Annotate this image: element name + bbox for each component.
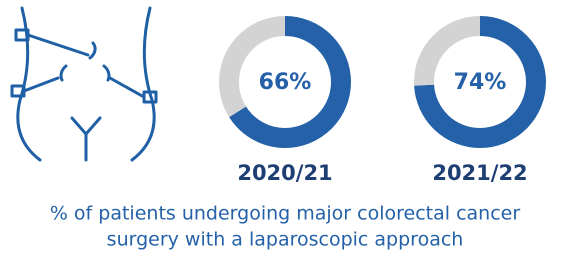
value-label: 74%: [454, 70, 507, 95]
caption-line: surgery with a laparoscopic approach: [107, 229, 464, 251]
year-label: 2020/21: [237, 161, 332, 185]
year-label: 2021/22: [432, 161, 527, 185]
caption-line: % of patients undergoing major colorecta…: [50, 203, 521, 225]
laparoscopy-icon: [12, 8, 156, 160]
value-label: 66%: [259, 70, 312, 95]
infographic: % of patients undergoing major colorecta…: [0, 0, 571, 253]
